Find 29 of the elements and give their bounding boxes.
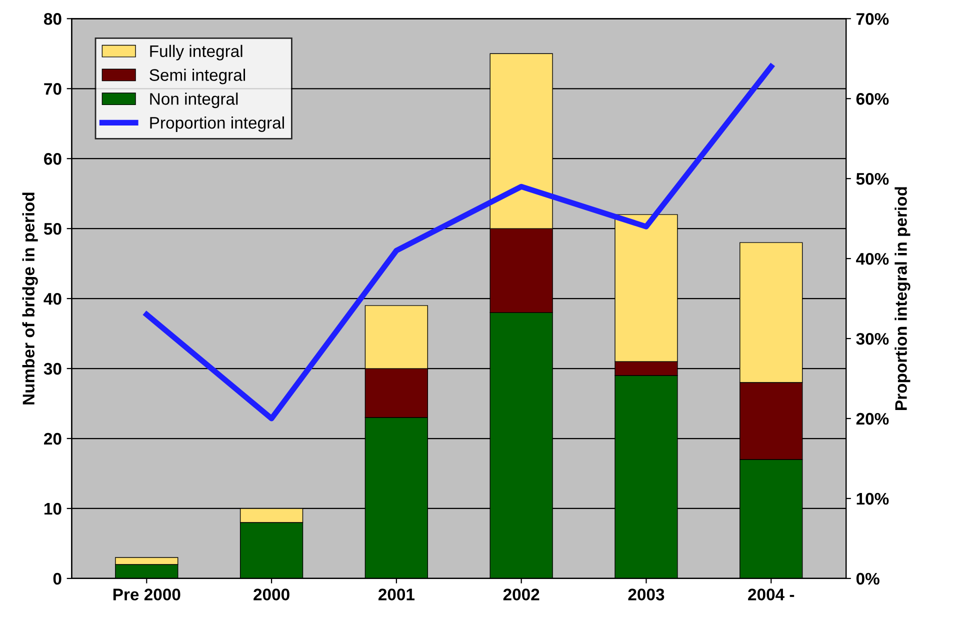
y-tick-label: 40 <box>44 292 62 305</box>
y-tick-label: 20 <box>44 432 62 445</box>
legend-label: Semi integral <box>150 68 246 84</box>
y-tick-label: 30 <box>44 362 62 375</box>
y2-tick-label: 0% <box>856 572 880 585</box>
y2-tick-label: 60% <box>856 93 889 105</box>
y2-tick-label: 20% <box>856 412 889 425</box>
y-tick-label: 50 <box>44 222 62 235</box>
legend-label: Non integral <box>150 92 238 108</box>
x-tick-label: 2001 <box>378 588 415 600</box>
x-tick-label: Pre 2000 <box>113 588 180 600</box>
y2-axis-title: Proportion integral in period <box>894 187 910 410</box>
x-tick-label: 2003 <box>628 588 664 600</box>
x-tick-label: 2002 <box>503 588 540 600</box>
legend-label: Fully integral <box>150 44 242 60</box>
y2-tick-label: 10% <box>856 492 889 505</box>
y2-tick-label: 50% <box>856 173 889 185</box>
x-tick-label: 2004 - <box>748 588 794 600</box>
y2-tick-label: 40% <box>856 252 889 265</box>
y-tick-label: 0 <box>53 572 62 585</box>
y2-tick-label: 70% <box>856 13 889 25</box>
y-tick-label: 80 <box>44 13 62 25</box>
y-tick-label: 70 <box>44 83 62 95</box>
y-axis-title: Number of bridge in period <box>22 192 38 404</box>
y2-tick-label: 30% <box>856 332 889 345</box>
legend-label: Proportion integral <box>150 116 284 132</box>
y-tick-label: 60 <box>44 153 62 165</box>
x-tick-label: 2000 <box>254 588 290 600</box>
y-tick-label: 10 <box>44 502 62 515</box>
